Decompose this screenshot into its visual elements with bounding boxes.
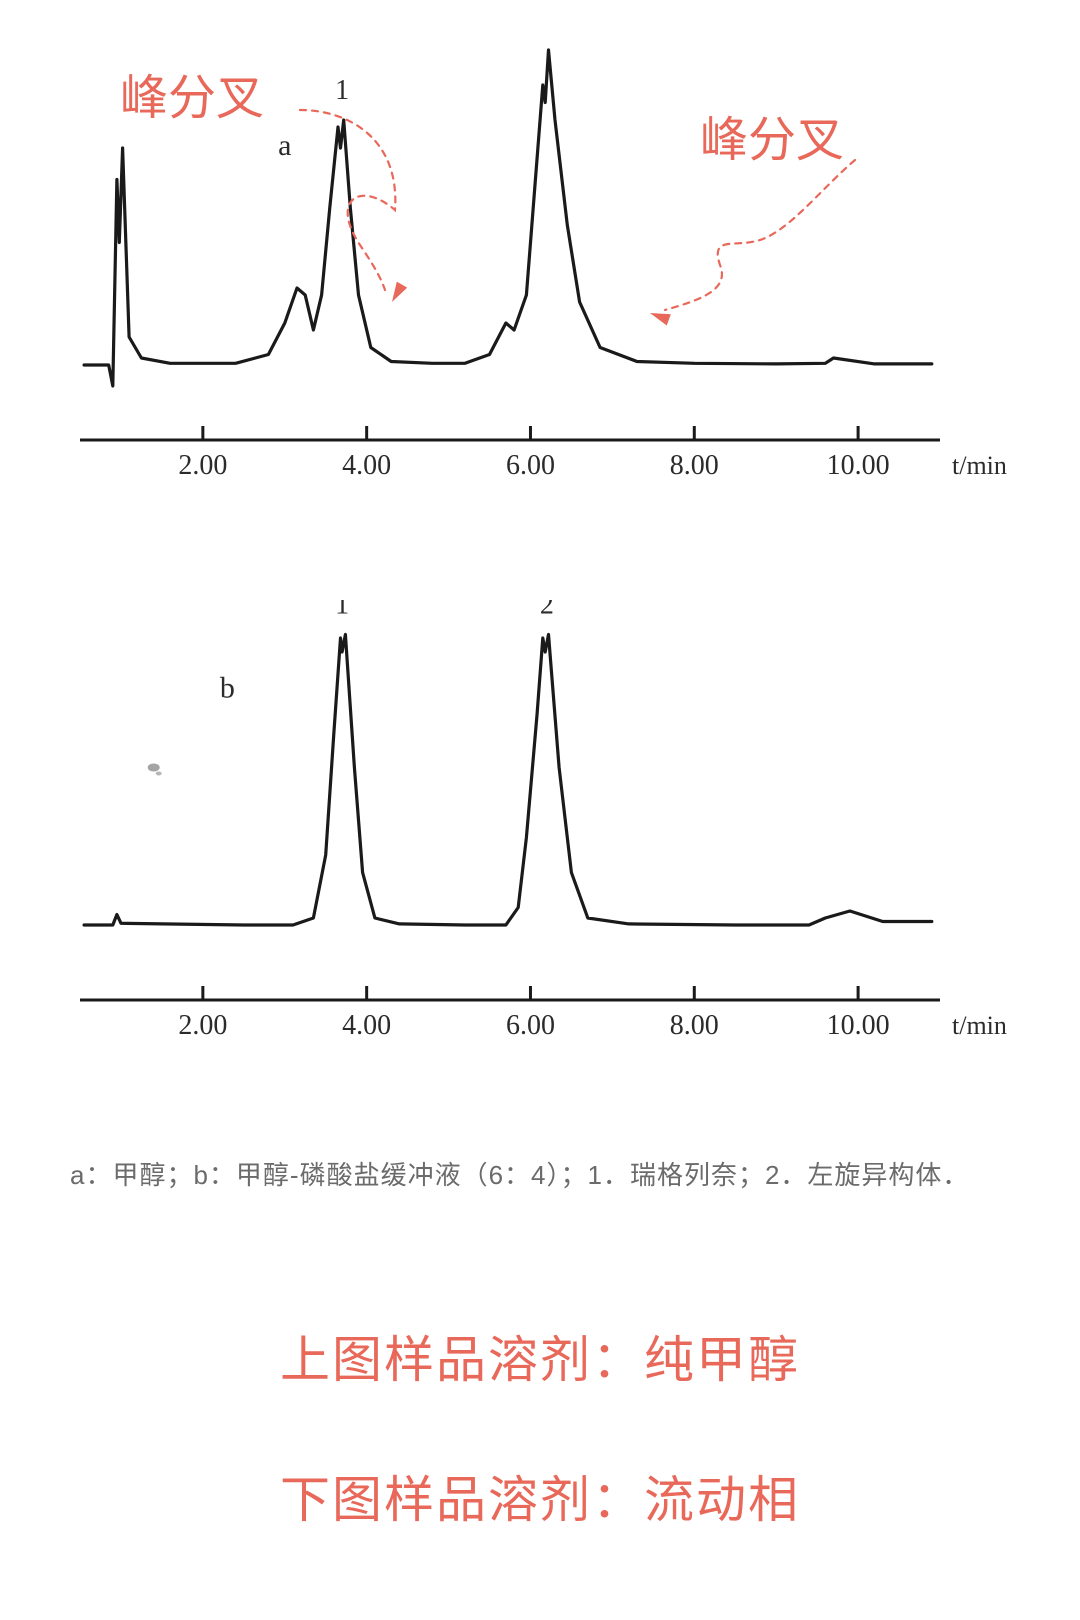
svg-text:2.00: 2.00 xyxy=(178,450,227,481)
figure-canvas: 2.00 4.00 6.00 8.00 10.00 t/min a 1 2 2.00 4.00 6.… xyxy=(0,0,1080,1620)
svg-text:6.00: 6.00 xyxy=(506,450,555,481)
svg-text:6.00: 6.00 xyxy=(506,1010,555,1041)
svg-text:t/min: t/min xyxy=(952,1011,1007,1040)
svg-text:10.00: 10.00 xyxy=(827,450,890,481)
figure-legend: a：甲醇；b：甲醇-磷酸盐缓冲液（6：4）；1．瑞格列奈；2．左旋异构体． xyxy=(70,1155,1010,1192)
svg-text:a: a xyxy=(278,129,291,162)
svg-text:2: 2 xyxy=(540,600,554,621)
svg-text:2.00: 2.00 xyxy=(178,1010,227,1041)
svg-text:1: 1 xyxy=(335,75,349,106)
svg-text:8.00: 8.00 xyxy=(670,450,719,481)
svg-text:1: 1 xyxy=(335,600,349,621)
svg-text:4.00: 4.00 xyxy=(342,1010,391,1041)
annotation-peak-split-right: 峰分叉 xyxy=(700,100,844,170)
svg-text:10.00: 10.00 xyxy=(827,1010,890,1041)
chromatogram-b-svg: 2.00 4.00 6.00 8.00 10.00 t/min b 1 2 xyxy=(60,600,1020,1060)
svg-text:4.00: 4.00 xyxy=(342,450,391,481)
annotation-peak-split-left: 峰分叉 xyxy=(120,58,264,128)
svg-text:t/min: t/min xyxy=(952,451,1007,480)
svg-text:b: b xyxy=(220,672,235,705)
caption-bottom-solvent: 下图样品溶剂：流动相 xyxy=(0,1460,1080,1532)
chromatogram-b: 2.00 4.00 6.00 8.00 10.00 t/min b 1 2 xyxy=(60,600,1020,1060)
svg-text:8.00: 8.00 xyxy=(670,1010,719,1041)
caption-top-solvent: 上图样品溶剂：纯甲醇 xyxy=(0,1320,1080,1392)
